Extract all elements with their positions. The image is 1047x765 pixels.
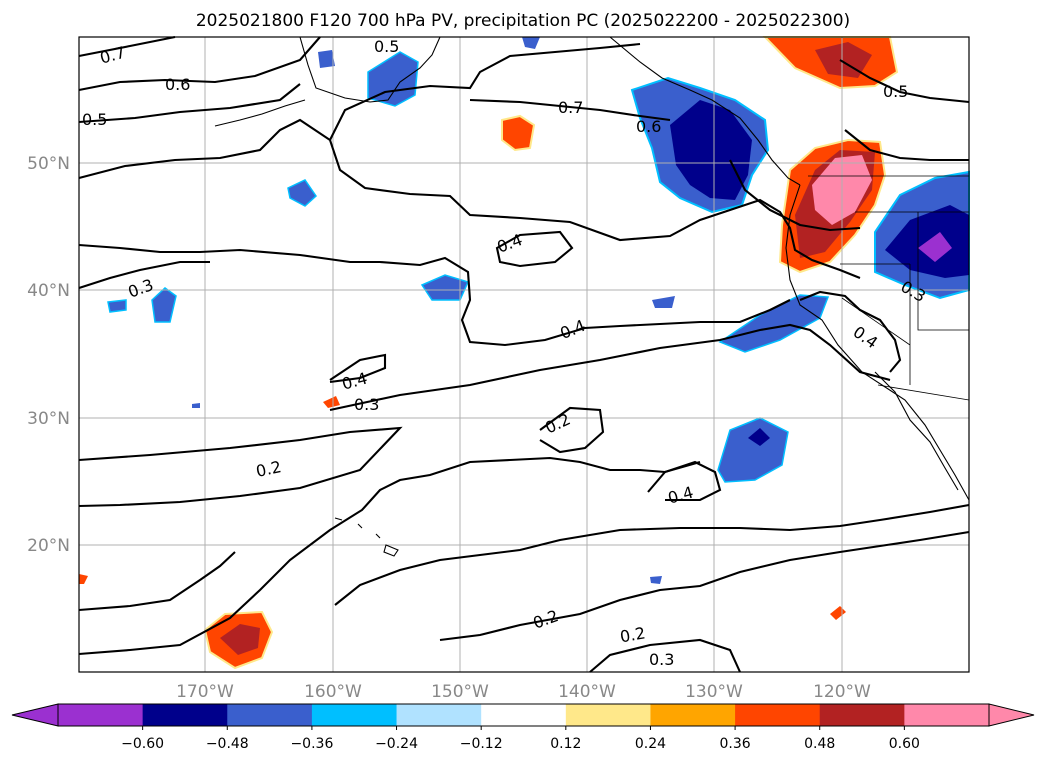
- border-states: [840, 211, 970, 401]
- precip-patch-subtropical: [717, 417, 789, 483]
- precip-shading: [79, 36, 970, 670]
- precip-patch-edge: [79, 574, 88, 584]
- colorbar-tick-label: −0.48: [206, 736, 249, 752]
- colorbar-frame: [57, 703, 990, 727]
- lat-label: 40°N: [27, 281, 70, 301]
- colorbar-bin: [904, 704, 990, 726]
- colorbar-tick-label: −0.60: [121, 736, 164, 752]
- contour-label: 0.5: [883, 82, 908, 101]
- contour-label: 0.3: [649, 650, 674, 669]
- lat-label: 30°N: [27, 409, 70, 429]
- precip-patch-alaska-small: [318, 50, 335, 68]
- figure-title: 2025021800 F120 700 hPa PV, precipitatio…: [196, 11, 850, 31]
- colorbar-tick-label: 0.24: [635, 736, 666, 752]
- colorbar: −0.60 −0.48 −0.36 −0.24 −0.12 0.12 0.24 0.36 0.4…: [11, 703, 1035, 752]
- coast-west-us: [785, 184, 970, 501]
- contour-label: 0.3: [354, 395, 379, 414]
- precip-patch-subtropical-core: [748, 428, 770, 446]
- pv-contours: [78, 35, 970, 673]
- lon-label: 150°W: [431, 682, 489, 702]
- colorbar-bin: [650, 704, 736, 726]
- colorbar-tick-label: 0.36: [720, 736, 751, 752]
- lon-label: 170°W: [176, 682, 234, 702]
- contour-label: 0.5: [82, 110, 107, 129]
- colorbar-bin: [396, 704, 482, 726]
- colorbar-tick-label: −0.36: [290, 736, 333, 752]
- precip-patch-speck2: [650, 576, 662, 584]
- precip-patch-speck: [192, 403, 200, 408]
- contour-label: 0.6: [165, 75, 190, 94]
- contour-label: 0.6: [636, 117, 661, 136]
- colorbar-bin: [311, 704, 398, 726]
- colorbar-extend-low: [11, 703, 59, 727]
- contour-label: 0.7: [558, 98, 583, 117]
- coast-hawaii: [334, 517, 399, 557]
- map-panel: 0.7 0.5 0.6 0.5 0.7 0.6 0.5 0.4 0.3 0.4 …: [78, 35, 970, 673]
- contour-labels: 0.7 0.5 0.6 0.5 0.7 0.6 0.5 0.4 0.3 0.4 …: [82, 37, 929, 669]
- latitude-labels: 50°N 40°N 30°N 20°N: [27, 154, 70, 556]
- contour-label: 0.5: [374, 37, 399, 56]
- lon-label: 160°W: [304, 682, 362, 702]
- colorbar-bin: [735, 704, 821, 726]
- colorbar-extend-high: [988, 703, 1035, 727]
- lon-label: 140°W: [558, 682, 616, 702]
- precip-patch-pnw-core: [670, 100, 752, 200]
- precip-patch-mid2: [652, 296, 675, 308]
- lat-label: 50°N: [27, 154, 70, 174]
- coast-baja: [874, 371, 959, 491]
- precip-patch-small-pos: [323, 396, 340, 408]
- lon-label: 130°W: [685, 682, 743, 702]
- colorbar-tick-label: −0.24: [375, 736, 418, 752]
- colorbar-bin: [481, 704, 567, 726]
- colorbar-bin: [565, 704, 651, 726]
- contour-label: 0.2: [254, 457, 283, 481]
- gridlines: [79, 37, 969, 672]
- colorbar-tick-label: 0.48: [804, 736, 835, 752]
- colorbar-bin: [142, 704, 228, 726]
- precip-patch-west3: [287, 179, 317, 207]
- precip-patch-west2: [107, 299, 127, 313]
- coastlines: [214, 36, 970, 557]
- precip-patch-gulf: [501, 114, 536, 152]
- precip-patch-mid: [420, 274, 470, 301]
- precip-patch-sw-core: [220, 624, 260, 655]
- lon-label: 120°W: [813, 682, 871, 702]
- contour-label: 0.2: [618, 623, 646, 646]
- coast-aleutians: [214, 99, 306, 127]
- colorbar-tick-label: −0.12: [460, 736, 503, 752]
- precip-patch-east-min: [918, 232, 952, 262]
- colorbar-bin: [227, 704, 313, 726]
- colorbar-tick-label: 0.60: [889, 736, 920, 752]
- colorbar-tick-label: 0.12: [550, 736, 581, 752]
- coast-alaska: [299, 36, 441, 103]
- precip-patch-alaska: [367, 51, 419, 107]
- lat-label: 20°N: [27, 536, 70, 556]
- colorbar-bin: [58, 704, 144, 726]
- longitude-labels: 170°W 160°W 150°W 140°W 130°W 120°W: [176, 682, 871, 702]
- precip-patch-north-core: [815, 42, 872, 78]
- precip-patch-top: [522, 37, 540, 49]
- coast-canada: [609, 36, 801, 186]
- map-frame: [78, 36, 970, 673]
- colorbar-bin: [819, 704, 905, 726]
